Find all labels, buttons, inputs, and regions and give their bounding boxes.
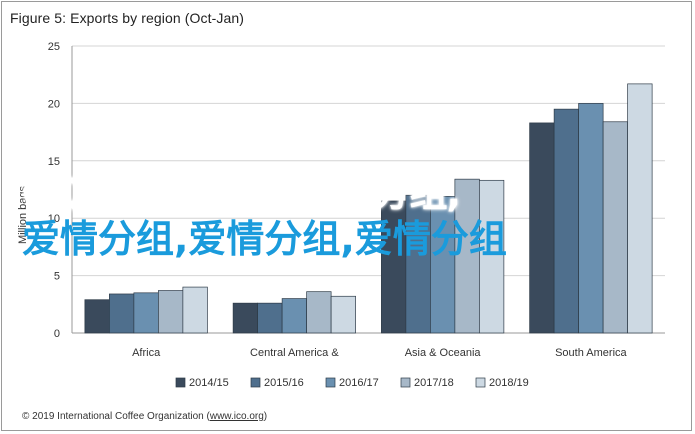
bar-2015-16-cat-1 — [257, 302, 283, 334]
legend-swatch — [325, 377, 336, 388]
y-tick-label: 0 — [54, 328, 60, 340]
legend-swatch — [400, 377, 411, 388]
bar-2018-19-cat-1 — [330, 295, 356, 334]
bar-2014-15-cat-0 — [84, 299, 110, 334]
overlay-line-2: 爱情分组,爱情分组,爱情分组 — [22, 217, 507, 261]
y-axis: 0 5 10 15 20 25 — [48, 41, 73, 340]
y-tick-label: 15 — [48, 156, 60, 168]
legend-label: 2017/18 — [414, 377, 454, 389]
legend-label: 2014/15 — [189, 377, 229, 389]
y-tick-label: 25 — [48, 41, 60, 53]
legend-swatch — [175, 377, 186, 388]
bar-2014-15-cat-3 — [529, 122, 555, 334]
chart-bars — [84, 83, 653, 334]
bar-2016-17-cat-0 — [133, 292, 159, 334]
footer-suffix: ) — [263, 411, 268, 422]
y-axis-label: Million bags — [17, 185, 29, 244]
bar-2015-16-cat-0 — [109, 293, 135, 334]
legend-label: 2015/16 — [264, 377, 304, 389]
legend-swatch — [250, 377, 261, 388]
x-axis-labels: Africa Central America & Asia & Oceania Sou… — [132, 347, 627, 359]
x-tick-label: Central America & — [250, 347, 339, 359]
figure-title: Figure 5: Exports by region (Oct-Jan) — [10, 10, 245, 26]
legend-label: 2016/17 — [339, 377, 379, 389]
watermark-overlay: QQ爱情分组,qq爱情分组, 爱情分组,爱情分组,爱情分组 — [22, 170, 692, 262]
footer-link[interactable]: www.ico.org — [209, 411, 264, 422]
bar-2014-15-cat-1 — [232, 302, 258, 334]
bar-2017-18-cat-2 — [454, 178, 480, 334]
overlay-line-1: QQ爱情分组,qq爱情分组, — [22, 171, 461, 215]
y-tick-label: 20 — [48, 98, 60, 110]
x-tick-label: South America — [555, 347, 627, 359]
bar-2017-18-cat-1 — [306, 291, 332, 334]
bar-2016-17-cat-3 — [578, 103, 604, 334]
bar-2017-18-cat-3 — [602, 121, 628, 334]
chart-legend: 2014/15 2015/16 2016/17 2017/18 2018/19 — [175, 377, 529, 389]
bar-2018-19-cat-3 — [627, 83, 653, 334]
bar-2015-16-cat-2 — [405, 194, 431, 334]
bar-2018-19-cat-0 — [182, 286, 208, 334]
legend-swatch — [475, 377, 486, 388]
x-tick-label: Asia & Oceania — [405, 347, 482, 359]
legend-label: 2018/19 — [489, 377, 529, 389]
bar-2016-17-cat-2 — [430, 196, 456, 334]
bar-2017-18-cat-0 — [158, 290, 184, 334]
y-tick-label: 10 — [48, 213, 60, 225]
y-tick-label: 5 — [54, 271, 60, 283]
bar-2018-19-cat-2 — [479, 179, 505, 334]
bar-2016-17-cat-1 — [281, 298, 307, 334]
x-tick-label: Africa — [132, 347, 161, 359]
bar-2014-15-cat-2 — [381, 200, 407, 334]
footer-prefix: © 2019 International Coffee Organization… — [22, 411, 210, 422]
copyright-footer: © 2019 International Coffee Organization… — [22, 411, 267, 422]
